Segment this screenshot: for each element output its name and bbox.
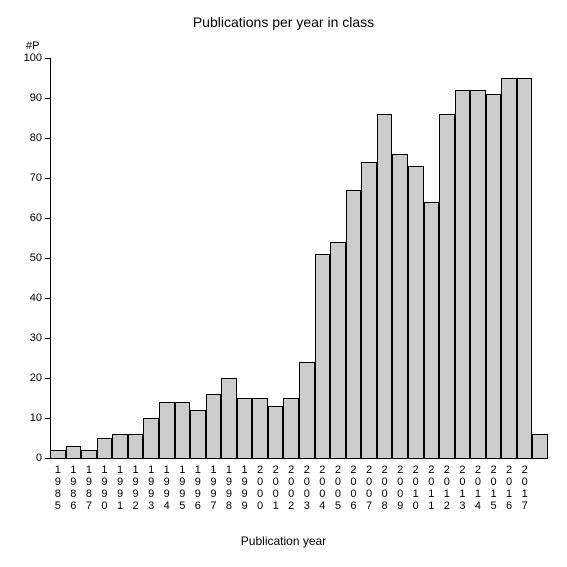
- bar: [486, 94, 502, 458]
- bar: [424, 202, 440, 458]
- bar: [237, 398, 253, 458]
- x-tick-label: 2011: [426, 464, 437, 512]
- bar: [97, 438, 113, 458]
- x-tick-label: 1998: [223, 464, 234, 512]
- y-tick-mark: [45, 378, 50, 379]
- y-tick-mark: [45, 98, 50, 99]
- bar: [377, 114, 393, 458]
- x-axis-title: Publication year: [0, 534, 567, 548]
- bar: [501, 78, 517, 458]
- x-tick-label: 2001: [270, 464, 281, 512]
- bar: [206, 394, 222, 458]
- y-tick-label: 50: [30, 252, 42, 264]
- bar: [221, 378, 237, 458]
- y-axis-line: [50, 58, 51, 458]
- x-tick-label: 2013: [457, 464, 468, 512]
- chart-title: Publications per year in class: [0, 14, 567, 30]
- bar: [50, 450, 66, 458]
- bar: [66, 446, 82, 458]
- x-tick-label: 2016: [504, 464, 515, 512]
- x-tick-label: 2017: [519, 464, 530, 512]
- x-tick-label: 1996: [192, 464, 203, 512]
- bar: [346, 190, 362, 458]
- x-tick-label: 2007: [364, 464, 375, 512]
- y-tick-mark: [45, 418, 50, 419]
- y-tick-label: 90: [30, 92, 42, 104]
- y-tick-mark: [45, 218, 50, 219]
- bar: [175, 402, 191, 458]
- y-tick-mark: [45, 338, 50, 339]
- x-tick-label: 2000: [255, 464, 266, 512]
- bar: [299, 362, 315, 458]
- x-tick-label: 2010: [410, 464, 421, 512]
- x-tick-label: 2008: [379, 464, 390, 512]
- bar: [439, 114, 455, 458]
- x-tick-label: 1995: [177, 464, 188, 512]
- y-tick-label: 40: [30, 292, 42, 304]
- bar: [455, 90, 471, 458]
- x-tick-label: 1993: [146, 464, 157, 512]
- x-tick-label: 1986: [68, 464, 79, 512]
- y-tick-label: 30: [30, 332, 42, 344]
- x-tick-label: 2012: [441, 464, 452, 512]
- x-tick-label: 1999: [239, 464, 250, 512]
- x-tick-label: 2015: [488, 464, 499, 512]
- y-tick-mark: [45, 58, 50, 59]
- y-tick-label: 80: [30, 132, 42, 144]
- x-tick-label: 1991: [115, 464, 126, 512]
- bar: [408, 166, 424, 458]
- x-tick-label: 1994: [161, 464, 172, 512]
- y-tick-label: 20: [30, 372, 42, 384]
- bar: [361, 162, 377, 458]
- y-tick-mark: [45, 458, 50, 459]
- x-tick-label: 1992: [130, 464, 141, 512]
- y-tick-mark: [45, 258, 50, 259]
- x-axis-line: [50, 458, 548, 459]
- bar: [330, 242, 346, 458]
- bar: [392, 154, 408, 458]
- bar: [315, 254, 331, 458]
- bar: [517, 78, 533, 458]
- bar: [159, 402, 175, 458]
- bar: [143, 418, 159, 458]
- x-tick-label: 2004: [317, 464, 328, 512]
- y-tick-mark: [45, 138, 50, 139]
- bar: [81, 450, 97, 458]
- bar: [252, 398, 268, 458]
- x-tick-label: 1987: [83, 464, 94, 512]
- chart-container: Publications per year in class #P Public…: [0, 0, 567, 567]
- x-tick-label: 1985: [52, 464, 63, 512]
- x-tick-label: 2006: [348, 464, 359, 512]
- y-tick-mark: [45, 298, 50, 299]
- x-tick-label: 2002: [286, 464, 297, 512]
- y-tick-label: 100: [24, 52, 42, 64]
- y-tick-label: 70: [30, 172, 42, 184]
- bar: [470, 90, 486, 458]
- bar: [128, 434, 144, 458]
- bar: [283, 398, 299, 458]
- y-tick-label: 0: [36, 452, 42, 464]
- bar: [532, 434, 548, 458]
- x-tick-label: 2003: [301, 464, 312, 512]
- y-tick-label: 10: [30, 412, 42, 424]
- y-axis-title: #P: [26, 40, 39, 52]
- bar: [190, 410, 206, 458]
- y-tick-mark: [45, 178, 50, 179]
- bar: [112, 434, 128, 458]
- bar: [268, 406, 284, 458]
- x-tick-label: 2009: [395, 464, 406, 512]
- y-tick-label: 60: [30, 212, 42, 224]
- plot-area: [50, 58, 548, 458]
- x-tick-label: 2014: [472, 464, 483, 512]
- x-tick-label: 1997: [208, 464, 219, 512]
- x-tick-label: 1990: [99, 464, 110, 512]
- x-tick-label: 2005: [332, 464, 343, 512]
